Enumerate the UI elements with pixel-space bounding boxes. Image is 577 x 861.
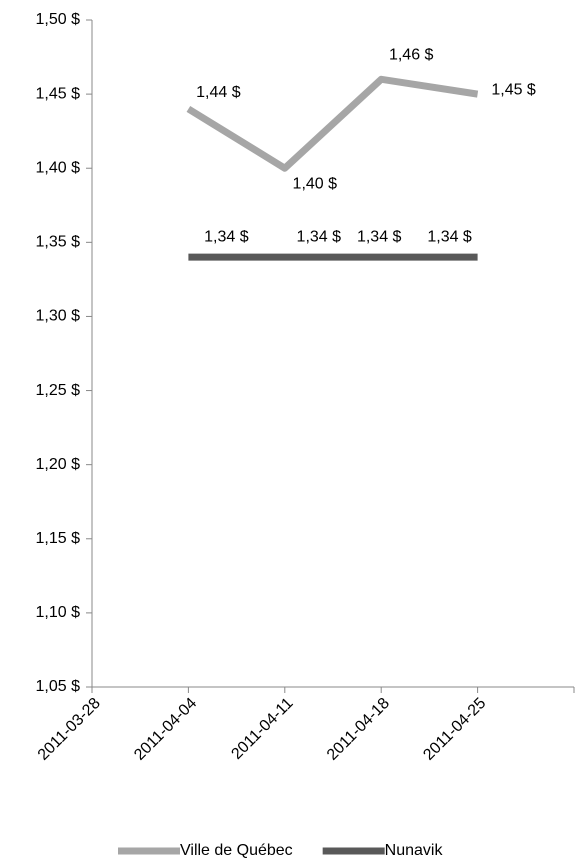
y-tick-label: 1,30 $ — [36, 308, 81, 325]
x-tick-label: 2011-03-28 — [35, 695, 104, 764]
x-tick-label: 2011-04-25 — [420, 695, 489, 764]
y-tick-label: 1,50 $ — [36, 11, 81, 28]
y-tick-label: 1,15 $ — [36, 530, 81, 547]
data-label: 1,34 $ — [427, 228, 472, 245]
data-label: 1,46 $ — [389, 47, 434, 64]
x-tick-label: 2011-04-04 — [131, 695, 200, 764]
data-label: 1,40 $ — [293, 175, 338, 192]
data-label: 1,45 $ — [491, 81, 536, 98]
y-tick-label: 1,35 $ — [36, 234, 81, 251]
data-label: 1,44 $ — [196, 84, 241, 101]
y-tick-label: 1,40 $ — [36, 159, 81, 176]
legend-label: Ville de Québec — [180, 842, 293, 859]
legend-label: Nunavik — [385, 842, 444, 859]
series-line — [186, 75, 479, 172]
y-tick-label: 1,20 $ — [36, 456, 81, 473]
data-label: 1,34 $ — [297, 228, 342, 245]
y-tick-label: 1,05 $ — [36, 678, 81, 695]
y-tick-label: 1,25 $ — [36, 382, 81, 399]
data-label: 1,34 $ — [204, 228, 249, 245]
x-tick-label: 2011-04-11 — [228, 695, 296, 763]
y-tick-label: 1,45 $ — [36, 85, 81, 102]
x-tick-label: 2011-04-18 — [324, 695, 393, 764]
y-tick-label: 1,10 $ — [36, 604, 81, 621]
data-label: 1,34 $ — [357, 228, 402, 245]
